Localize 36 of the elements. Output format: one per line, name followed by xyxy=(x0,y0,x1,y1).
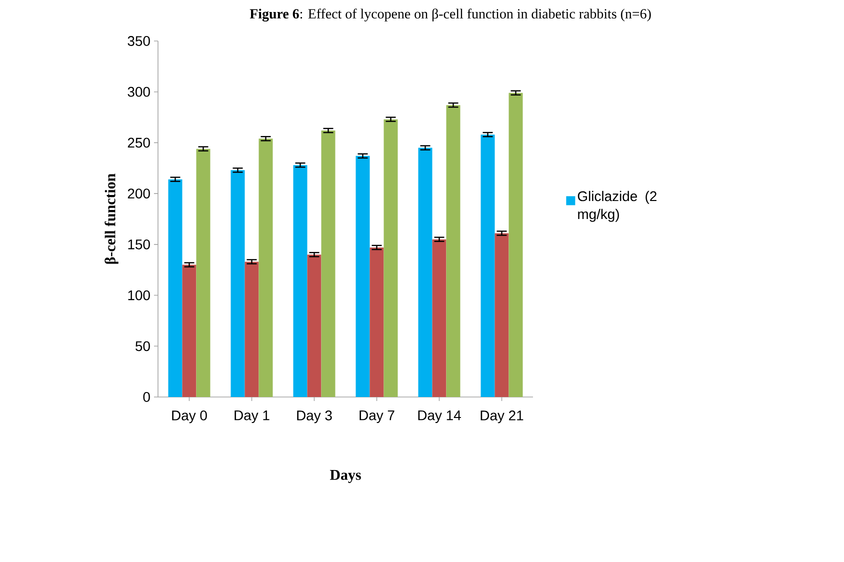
y-tick-label: 300 xyxy=(128,86,150,97)
bar xyxy=(446,105,460,397)
bar xyxy=(494,233,509,397)
bar xyxy=(293,165,308,397)
bar xyxy=(182,264,196,397)
bar xyxy=(230,170,245,397)
bar xyxy=(321,130,336,397)
x-tick-label: Day 7 xyxy=(360,410,394,424)
bar xyxy=(307,254,322,397)
bar xyxy=(244,262,259,397)
y-axis-title: β-cell function xyxy=(104,174,118,264)
bar xyxy=(432,239,446,397)
y-tick-label: 100 xyxy=(128,290,150,300)
y-tick-label: 150 xyxy=(128,239,150,250)
x-tick-label: Day 0 xyxy=(172,410,207,424)
y-tick-label: 50 xyxy=(136,341,150,352)
x-tick-label: Day 3 xyxy=(297,410,332,424)
bar xyxy=(258,138,273,397)
chart-title: Figure 6: Effect of lycopene on β-cell function in diabetic rabbits (n=6) xyxy=(250,8,651,22)
y-tick-label: 250 xyxy=(128,138,150,148)
y-tick-label: 0 xyxy=(143,392,150,402)
bar xyxy=(480,134,495,397)
bar xyxy=(418,148,432,397)
x-tick-label: Day 1 xyxy=(234,410,270,424)
bar xyxy=(196,148,210,397)
x-tick-label: Day 14 xyxy=(418,410,461,424)
legend-label: Gliclazide (2 mg/kg) xyxy=(578,190,656,222)
x-axis-title: Days xyxy=(330,470,361,483)
bar xyxy=(508,92,523,397)
y-tick-label: 200 xyxy=(128,188,150,199)
bar xyxy=(384,119,398,397)
bar xyxy=(168,179,182,397)
y-tick-label: 350 xyxy=(128,36,150,46)
bar xyxy=(356,156,370,397)
x-tick-label: Day 21 xyxy=(480,410,524,424)
bar xyxy=(370,247,384,397)
